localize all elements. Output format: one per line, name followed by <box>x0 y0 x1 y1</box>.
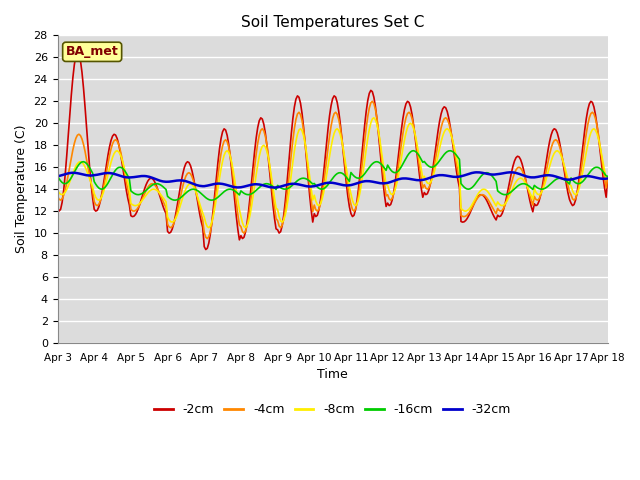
-32cm <box>399 176 407 181</box>
-32cm <box>474 169 482 175</box>
Title: Soil Temperatures Set C: Soil Temperatures Set C <box>241 15 424 30</box>
-16cm <box>540 186 547 192</box>
-8cm <box>369 116 376 122</box>
-16cm <box>54 173 61 179</box>
-2cm <box>604 175 612 181</box>
X-axis label: Time: Time <box>317 368 348 381</box>
-32cm <box>387 179 394 185</box>
-4cm <box>604 175 612 181</box>
Line: -4cm: -4cm <box>58 101 608 239</box>
-2cm <box>69 75 77 81</box>
-8cm <box>370 115 378 120</box>
-8cm <box>604 175 612 181</box>
Line: -32cm: -32cm <box>58 172 608 188</box>
-2cm <box>370 94 378 100</box>
-8cm <box>69 170 77 176</box>
-2cm <box>401 107 408 113</box>
-16cm <box>172 197 179 203</box>
Line: -2cm: -2cm <box>58 52 608 250</box>
-16cm <box>369 161 376 167</box>
-32cm <box>271 185 278 191</box>
-32cm <box>69 170 77 176</box>
-32cm <box>540 173 547 179</box>
-32cm <box>369 179 376 184</box>
-8cm <box>401 137 408 143</box>
-4cm <box>54 193 61 199</box>
-8cm <box>205 225 212 230</box>
Y-axis label: Soil Temperature (C): Soil Temperature (C) <box>15 125 28 253</box>
-4cm <box>370 101 378 107</box>
Legend: -2cm, -4cm, -8cm, -16cm, -32cm: -2cm, -4cm, -8cm, -16cm, -32cm <box>149 398 516 421</box>
-2cm <box>540 176 547 182</box>
-16cm <box>387 167 394 173</box>
-4cm <box>540 181 547 187</box>
-16cm <box>447 148 454 154</box>
-8cm <box>54 187 61 193</box>
-4cm <box>369 98 376 104</box>
-32cm <box>156 178 164 183</box>
Text: BA_met: BA_met <box>66 45 118 59</box>
-4cm <box>388 195 396 201</box>
-4cm <box>204 236 211 241</box>
-4cm <box>401 121 408 127</box>
-2cm <box>54 204 61 210</box>
-8cm <box>540 185 547 191</box>
-2cm <box>157 199 165 204</box>
-32cm <box>604 176 612 181</box>
Line: -16cm: -16cm <box>58 151 608 200</box>
-8cm <box>388 192 396 198</box>
-2cm <box>202 247 210 252</box>
-16cm <box>604 173 612 179</box>
-32cm <box>54 173 61 179</box>
-16cm <box>69 172 77 178</box>
Line: -8cm: -8cm <box>58 118 608 228</box>
-16cm <box>399 161 407 167</box>
-16cm <box>156 182 164 188</box>
-2cm <box>74 49 81 55</box>
-4cm <box>156 191 164 197</box>
-4cm <box>69 147 77 153</box>
-2cm <box>388 197 396 203</box>
-8cm <box>156 191 164 196</box>
